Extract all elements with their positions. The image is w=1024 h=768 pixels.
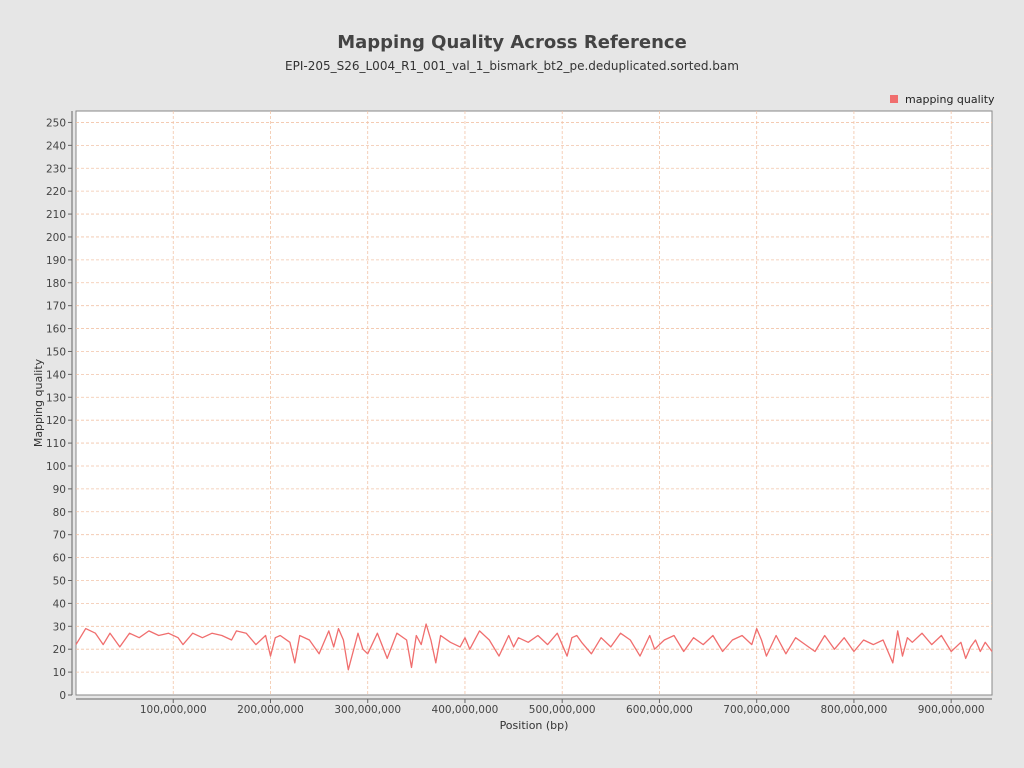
y-tick-label: 110: [46, 438, 66, 450]
y-tick-label: 10: [53, 667, 66, 679]
y-tick-label: 80: [53, 507, 66, 519]
y-tick-label: 170: [46, 301, 66, 313]
x-tick-label: 200,000,000: [237, 704, 304, 716]
x-tick-label: 100,000,000: [140, 704, 207, 716]
y-tick-label: 210: [46, 209, 66, 221]
y-tick-label: 100: [46, 461, 66, 473]
y-tick-label: 240: [46, 140, 66, 152]
y-tick-label: 70: [53, 530, 66, 542]
series-line-mapping-quality: [75, 623, 993, 671]
y-tick-label: 40: [53, 598, 66, 610]
x-tick-label: 800,000,000: [821, 704, 888, 716]
x-tick-label: 300,000,000: [334, 704, 401, 716]
legend-label: mapping quality: [905, 93, 995, 106]
legend: mapping quality: [890, 93, 995, 106]
x-tick-label: 600,000,000: [626, 704, 693, 716]
y-axis-label: Mapping quality: [32, 358, 45, 447]
axes: 0 10 20 30 40 50 60 70 80 90 100 110 120 130 140 150 160…: [46, 117, 985, 716]
y-tick-label: 140: [46, 369, 66, 381]
y-tick-label: 250: [46, 117, 66, 129]
x-axis-label: Position (bp): [500, 719, 569, 732]
y-tick-label: 200: [46, 232, 66, 244]
y-tick-label: 230: [46, 163, 66, 175]
y-tick-label: 20: [53, 644, 66, 656]
y-tick-label: 130: [46, 392, 66, 404]
x-tick-label: 400,000,000: [432, 704, 499, 716]
y-tick-label: 90: [53, 484, 66, 496]
chart-title: Mapping Quality Across Reference: [337, 32, 687, 53]
y-tick-label: 190: [46, 255, 66, 267]
y-tick-label: 160: [46, 324, 66, 336]
y-tick-label: 220: [46, 186, 66, 198]
legend-swatch: [890, 95, 898, 103]
plot-area: [75, 110, 993, 696]
y-tick-label: 60: [53, 553, 66, 565]
y-tick-label: 0: [59, 690, 66, 702]
y-tick-label: 30: [53, 621, 66, 633]
y-tick-label: 150: [46, 346, 66, 358]
y-tick-label: 180: [46, 278, 66, 290]
data-layer: [75, 623, 993, 671]
x-tick-label: 900,000,000: [918, 704, 985, 716]
x-tick-label: 700,000,000: [723, 704, 790, 716]
grid: [76, 111, 992, 695]
y-tick-label: 120: [46, 415, 66, 427]
y-tick-label: 50: [53, 575, 66, 587]
x-tick-label: 500,000,000: [529, 704, 596, 716]
chart-subtitle: EPI-205_S26_L004_R1_001_val_1_bismark_bt…: [285, 59, 739, 73]
